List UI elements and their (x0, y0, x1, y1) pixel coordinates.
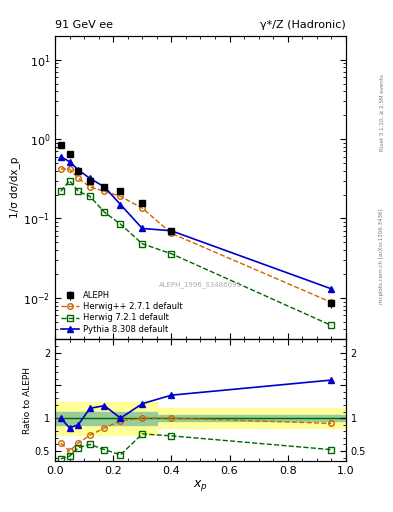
Herwig++ 2.7.1 default (59, 166, 63, 172)
Line: Herwig++ 2.7.1 default: Herwig++ 2.7.1 default (58, 166, 334, 305)
Pythia 8.308 default (59, 154, 63, 160)
Pythia 8.308 default (67, 159, 72, 165)
Herwig++ 2.7.1 default (88, 184, 92, 190)
Herwig 7.2.1 default (67, 178, 72, 184)
Herwig++ 2.7.1 default (169, 230, 174, 237)
Herwig 7.2.1 default (329, 323, 334, 329)
X-axis label: $x_p$: $x_p$ (193, 478, 208, 494)
Text: mcplots.cern.ch [arXiv:1306.3436]: mcplots.cern.ch [arXiv:1306.3436] (380, 208, 384, 304)
Herwig 7.2.1 default (88, 194, 92, 200)
Herwig 7.2.1 default (102, 209, 107, 215)
Herwig 7.2.1 default (140, 241, 145, 247)
Pythia 8.308 default (329, 286, 334, 292)
Text: 91 GeV ee: 91 GeV ee (55, 20, 113, 30)
Herwig 7.2.1 default (76, 188, 81, 195)
Text: Rivet 3.1.10, ≥ 2.5M events: Rivet 3.1.10, ≥ 2.5M events (380, 74, 384, 151)
Text: γ*/Z (Hadronic): γ*/Z (Hadronic) (260, 20, 346, 30)
Pythia 8.308 default (140, 225, 145, 231)
Herwig++ 2.7.1 default (118, 194, 123, 200)
Herwig 7.2.1 default (118, 221, 123, 227)
Herwig 7.2.1 default (59, 188, 63, 195)
Y-axis label: 1/σ dσ/dx_p: 1/σ dσ/dx_p (9, 157, 20, 218)
Pythia 8.308 default (102, 184, 107, 190)
Herwig++ 2.7.1 default (140, 205, 145, 211)
Herwig 7.2.1 default (169, 251, 174, 257)
Pythia 8.308 default (169, 228, 174, 234)
Y-axis label: Ratio to ALEPH: Ratio to ALEPH (23, 367, 32, 434)
Herwig++ 2.7.1 default (102, 188, 107, 195)
Herwig++ 2.7.1 default (67, 166, 72, 172)
Line: Pythia 8.308 default: Pythia 8.308 default (58, 154, 334, 292)
Herwig++ 2.7.1 default (76, 175, 81, 181)
Pythia 8.308 default (88, 175, 92, 181)
Legend: ALEPH, Herwig++ 2.7.1 default, Herwig 7.2.1 default, Pythia 8.308 default: ALEPH, Herwig++ 2.7.1 default, Herwig 7.… (59, 290, 184, 335)
Text: ALEPH_1996_S3486095: ALEPH_1996_S3486095 (159, 282, 242, 288)
Line: Herwig 7.2.1 default: Herwig 7.2.1 default (58, 178, 334, 328)
Herwig++ 2.7.1 default (329, 299, 334, 305)
Pythia 8.308 default (118, 201, 123, 207)
Pythia 8.308 default (76, 167, 81, 173)
